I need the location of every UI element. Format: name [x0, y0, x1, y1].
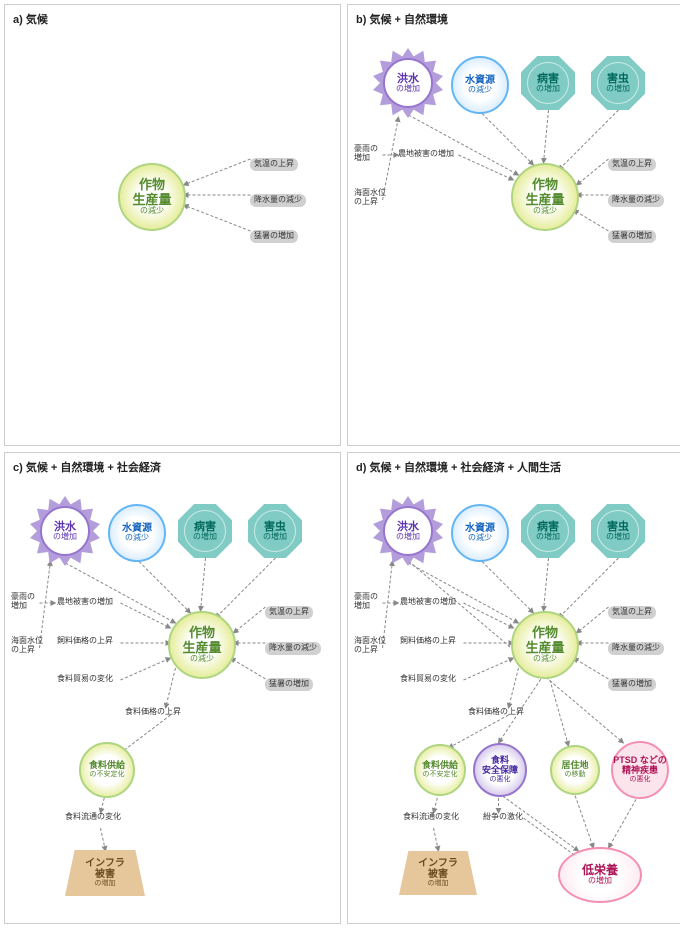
flood-node: .burst[data-name='flood-node']::before{b… [373, 48, 443, 118]
lbl-rain: 豪雨の 増加 [11, 593, 35, 611]
crop-node: 作物 生産量 の減少 [511, 611, 575, 675]
pest-node: 害虫の増加 [591, 504, 645, 558]
panel-b-nodes: 作物 生産量 の減少 .burst[data-name='flood-node'… [348, 5, 680, 445]
lbl-conflict-d: 紛争の激化 [483, 813, 523, 822]
lbl-sea-b: 海面水位 の上昇 [354, 189, 386, 207]
disease-node: 病害の増加 [178, 504, 232, 558]
diagram-grid: a) 気候 作物 生産量 の減少 気温の上昇 降水量の減少 猛暑の増加 b) 気… [4, 4, 680, 924]
pill-temp-b: 気温の上昇 [608, 153, 656, 171]
panel-d: d) 気候 + 自然環境 + 社会経済 + 人間生活 作物 生産量 の減少 .b… [347, 452, 680, 924]
pill-temp-c: 気温の上昇 [265, 601, 313, 619]
crop-node: 作物 生産量 の減少 [511, 163, 575, 227]
water-node: 水資源の減少 [451, 504, 505, 558]
pill-temp-d: 気温の上昇 [608, 601, 656, 619]
lbl-sea: 海面水位 の上昇 [11, 637, 43, 655]
ptsd-d: PTSD などの 精神疾患の悪化 [611, 741, 665, 795]
panel-c-nodes: 作物 生産量 の減少 .burst[data-name='flood-node'… [5, 453, 340, 923]
flood-node: .burst[data-name='flood-node']::before{b… [373, 496, 443, 566]
lbl-rain: 豪雨の 増加 [354, 593, 378, 611]
panel-a: a) 気候 作物 生産量 の減少 気温の上昇 降水量の減少 猛暑の増加 [4, 4, 341, 446]
pest-node: 害虫の増加 [248, 504, 302, 558]
lbl-price: 食料価格の上昇 [468, 708, 524, 717]
lbl-rain-b: 豪雨の 増加 [354, 145, 378, 163]
water-node: 水資源の減少 [108, 504, 162, 558]
disease-node: 病害の増加 [521, 504, 575, 558]
crop-node: 作物 生産量 の減少 [168, 611, 232, 675]
water-node: 水資源の減少 [451, 56, 505, 110]
pest-node: 害虫の増加 [591, 56, 645, 110]
food-sec-d: 食料 安全保障の悪化 [473, 743, 523, 793]
malnutrition-d: 低栄養の増加 [558, 847, 638, 899]
residence-d: 居住地の移動 [550, 745, 596, 791]
lbl-trade: 食料貿易の変化 [57, 675, 113, 684]
pill-precip-c: 降水量の減少 [265, 637, 321, 655]
panel-b: b) 気候 + 自然環境 作物 生産量 の減少 .burst[data-name… [347, 4, 680, 446]
pill-heat-b: 猛暑の増加 [608, 225, 656, 243]
pill-precip-b: 降水量の減少 [608, 189, 664, 207]
food-supply-c: 食料供給の不安定化 [79, 742, 131, 794]
infra-c: インフラ 被害の増加 [65, 850, 145, 896]
infra-d: インフラ 被害の増加 [399, 851, 477, 895]
lbl-feed: 飼料価格の上昇 [400, 637, 456, 646]
panel-c: c) 気候 + 自然環境 + 社会経済 作物 生産量 の減少 .burst[da… [4, 452, 341, 924]
disease-node: 病害の増加 [521, 56, 575, 110]
lbl-dist-c: 食料流通の変化 [65, 813, 121, 822]
panel-d-nodes: 作物 生産量 の減少 .burst[data-name='flood-node'… [348, 453, 680, 923]
food-supply-d: 食料供給の不安定化 [414, 744, 462, 792]
lbl-farm: 農地被害の増加 [400, 598, 456, 607]
lbl-feed: 飼料価格の上昇 [57, 637, 113, 646]
lbl-farm: 農地被害の増加 [57, 598, 113, 607]
lbl-farm-b: 農地被害の増加 [398, 150, 454, 159]
pill-precip-a: 降水量の減少 [250, 189, 306, 207]
crop-node: 作物 生産量 の減少 [118, 163, 182, 227]
pill-heat-d: 猛暑の増加 [608, 673, 656, 691]
lbl-price: 食料価格の上昇 [125, 708, 181, 717]
pill-precip-d: 降水量の減少 [608, 637, 664, 655]
lbl-dist-d: 食料流通の変化 [403, 813, 459, 822]
pill-heat-a: 猛暑の増加 [250, 225, 298, 243]
lbl-sea: 海面水位 の上昇 [354, 637, 386, 655]
panel-a-nodes: 作物 生産量 の減少 気温の上昇 降水量の減少 猛暑の増加 [5, 5, 340, 445]
pill-heat-c: 猛暑の増加 [265, 673, 313, 691]
lbl-trade: 食料貿易の変化 [400, 675, 456, 684]
flood-node: .burst[data-name='flood-node']::before{b… [30, 496, 100, 566]
pill-temp-a: 気温の上昇 [250, 153, 298, 171]
